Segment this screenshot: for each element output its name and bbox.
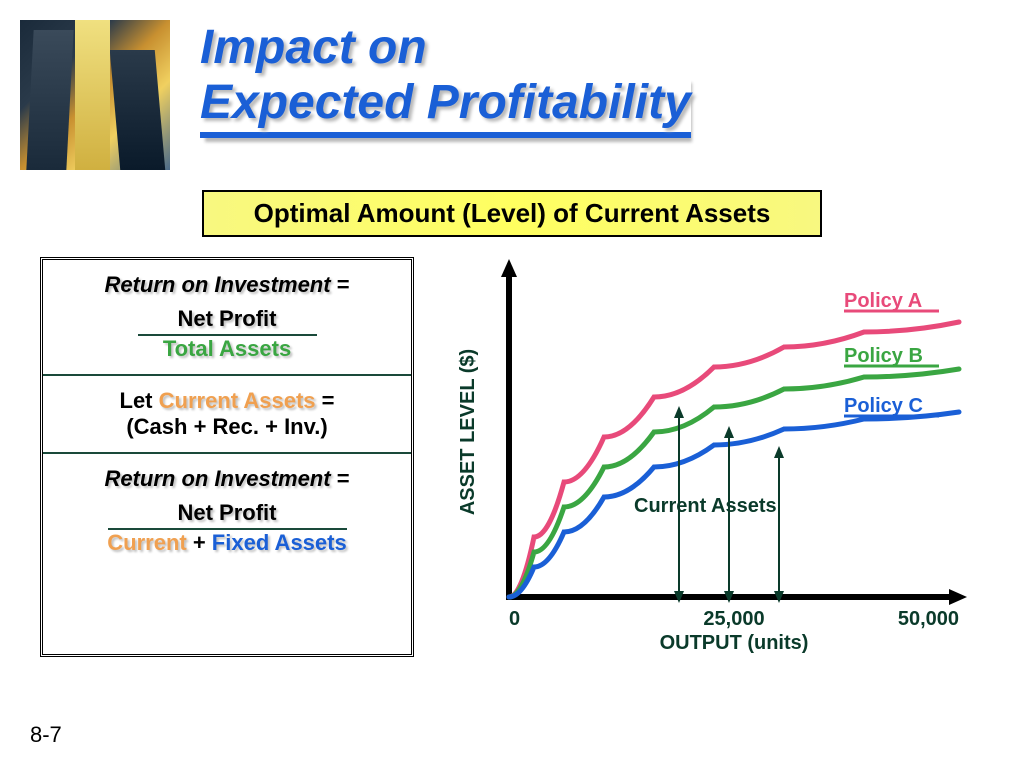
skyscraper-image — [20, 20, 170, 170]
roi-formula-2: Return on Investment = Net Profit Curren… — [43, 454, 411, 568]
title-line-1: Impact on — [200, 21, 427, 74]
current-assets-def: Let Current Assets = (Cash + Rec. + Inv.… — [43, 376, 411, 454]
svg-text:50,000: 50,000 — [898, 608, 959, 630]
content-row: Return on Investment = Net Profit Total … — [0, 257, 1024, 657]
numerator-net-profit: Net Profit — [138, 306, 317, 336]
numerator-net-profit-2: Net Profit — [108, 500, 347, 530]
svg-text:Policy B: Policy B — [844, 345, 923, 367]
slide-title: Impact on Expected Profitability — [200, 20, 691, 138]
svg-text:Policy C: Policy C — [844, 395, 923, 417]
svg-text:25,000: 25,000 — [703, 608, 764, 630]
subtitle-bar: Optimal Amount (Level) of Current Assets — [202, 190, 822, 237]
chart-svg: Policy A Policy B Policy C Current Assets 0 2… — [444, 257, 984, 657]
title-line-2: Expected Profitability — [200, 75, 691, 138]
svg-text:0: 0 — [509, 608, 520, 630]
header: Impact on Expected Profitability — [0, 0, 1024, 170]
denominator-total-assets: Total Assets — [163, 336, 291, 361]
roi-formula-1: Return on Investment = Net Profit Total … — [43, 260, 411, 376]
svg-text:Policy A: Policy A — [844, 290, 922, 312]
chart: Policy A Policy B Policy C Current Assets 0 2… — [444, 257, 984, 657]
page-number: 8-7 — [30, 722, 62, 748]
svg-text:Current Assets: Current Assets — [634, 495, 777, 517]
formula-box: Return on Investment = Net Profit Total … — [40, 257, 414, 657]
svg-text:OUTPUT (units): OUTPUT (units) — [660, 632, 809, 654]
svg-text:ASSET LEVEL ($): ASSET LEVEL ($) — [457, 349, 479, 515]
